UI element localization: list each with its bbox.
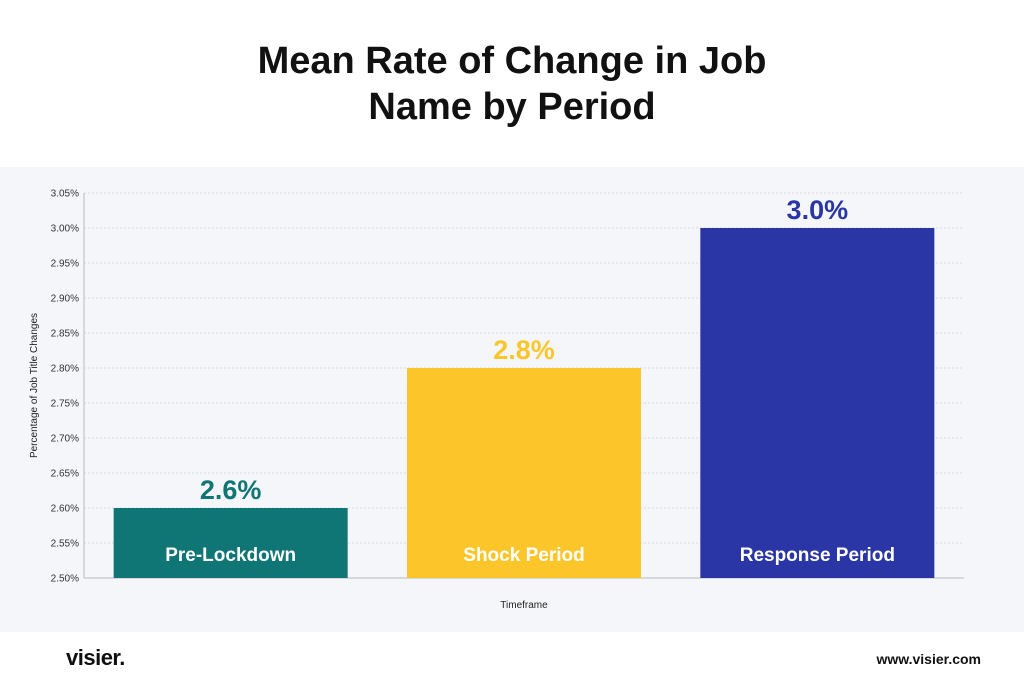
y-tick-label: 2.50% (51, 574, 79, 585)
bar-2 (700, 228, 935, 578)
category-label: Pre-Lockdown (165, 545, 296, 566)
category-label: Shock Period (463, 545, 584, 566)
y-tick-label: 2.65% (51, 469, 79, 480)
y-tick-label: 2.55% (51, 539, 79, 550)
data-label: 2.8% (493, 335, 555, 365)
y-axis-label: Percentage of Job Title Changes (29, 313, 40, 458)
y-tick-label: 2.60% (51, 504, 79, 515)
chart-panel: 2.50% 2.55% 2.60% 2.65% 2.70% 2.75% 2.80% 2.85%… (0, 167, 1024, 632)
y-tick-label: 3.00% (51, 224, 79, 235)
chart-title: Mean Rate of Change in Job Name by Perio… (0, 38, 1024, 130)
y-tick-label: 2.70% (51, 434, 79, 445)
y-tick-label: 2.85% (51, 329, 79, 340)
data-label: 3.0% (787, 195, 849, 225)
title-line-1: Mean Rate of Change in Job (257, 40, 767, 82)
y-tick-label: 2.95% (51, 259, 79, 270)
y-tick-label: 2.90% (51, 294, 79, 305)
y-tick-label: 2.75% (51, 399, 79, 410)
bar-1 (407, 368, 641, 578)
bar-chart: 2.50% 2.55% 2.60% 2.65% 2.70% 2.75% 2.80% 2.85%… (29, 189, 964, 611)
title-line-2: Name by Period (368, 86, 656, 128)
y-tick-label: 2.80% (51, 364, 79, 375)
y-tick-label: 3.05% (51, 189, 79, 200)
data-label: 2.6% (200, 475, 262, 505)
x-axis-label: Timeframe (500, 600, 548, 611)
bar-0 (113, 508, 348, 578)
website-link[interactable]: www.visier.com (876, 651, 981, 667)
visier-logo: visier. (66, 645, 125, 670)
category-label: Response Period (740, 545, 895, 566)
